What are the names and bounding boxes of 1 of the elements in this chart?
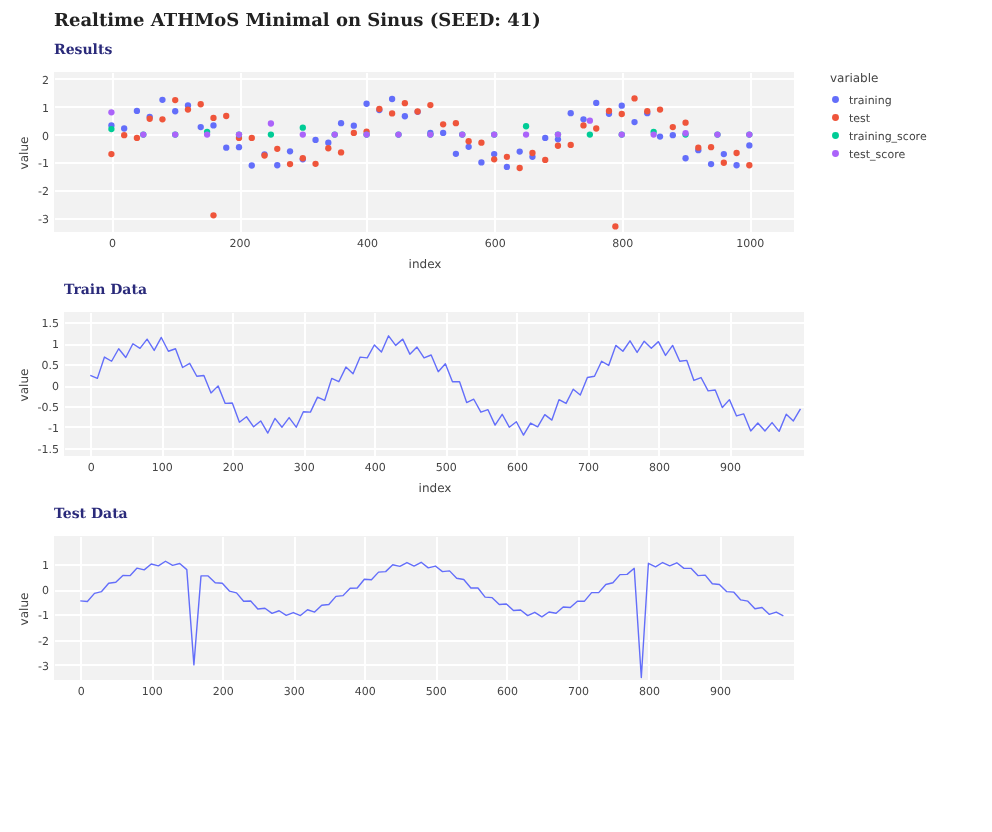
chart-title: Realtime ATHMoS Minimal on Sinus (SEED: 41) <box>54 12 541 32</box>
